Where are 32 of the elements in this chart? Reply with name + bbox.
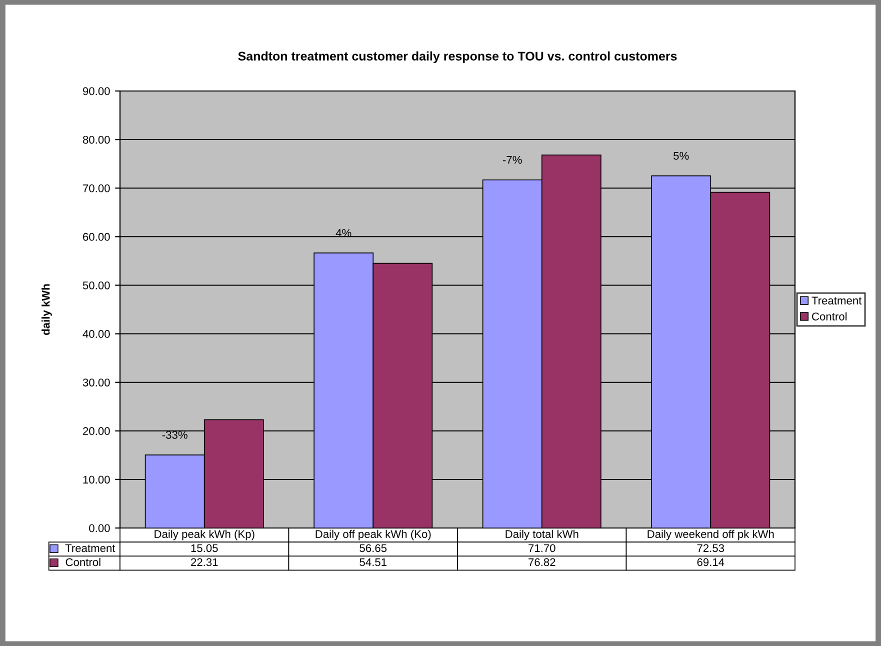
y-tick-label: 0.00 — [89, 524, 110, 532]
annotation: -33% — [162, 430, 188, 439]
x-tick-label: Daily total kWh — [506, 530, 578, 540]
data-label: 76.82 — [528, 558, 556, 566]
legend-label: Control — [812, 312, 847, 320]
data-label: 15.05 — [191, 544, 218, 552]
annotation: 5% — [674, 152, 689, 160]
y-tick-label: 10.00 — [83, 476, 110, 484]
data-label: 69.14 — [697, 558, 724, 566]
y-tick-label: 50.00 — [82, 281, 110, 290]
y-tick-label: 80.00 — [82, 136, 110, 144]
y-tick-label: 40.00 — [82, 330, 110, 338]
y-tick-label: 60.00 — [83, 232, 110, 241]
y-tick-label: 20.00 — [83, 427, 110, 436]
y-tick-label: 90.00 — [82, 87, 110, 96]
x-tick-label: Daily off peak kWh (Ko) — [316, 530, 431, 540]
annotation: -7% — [502, 156, 522, 164]
y-tick-label: 70.00 — [83, 184, 110, 192]
data-label: 72.53 — [697, 544, 724, 552]
data-label: 22.31 — [191, 558, 218, 566]
data-label: 56.65 — [360, 544, 387, 552]
data-label: 54.51 — [360, 558, 386, 566]
data-label: 71.70 — [528, 544, 556, 552]
legend-label: Treatment — [65, 544, 116, 552]
y-tick-label: 30.00 — [82, 378, 110, 386]
y-axis-title: daily kWh — [42, 284, 52, 335]
text: Control — [66, 558, 100, 566]
x-tick-label: Daily weekend off pk kWh — [648, 530, 774, 540]
chart-title: Sandton treatment customer daily response to TOU vs. control customers — [238, 51, 677, 64]
text: Treatment — [812, 296, 862, 305]
annotation: 4% — [336, 229, 352, 237]
x-tick-label: Daily peak kWh (Kp) — [154, 530, 254, 540]
